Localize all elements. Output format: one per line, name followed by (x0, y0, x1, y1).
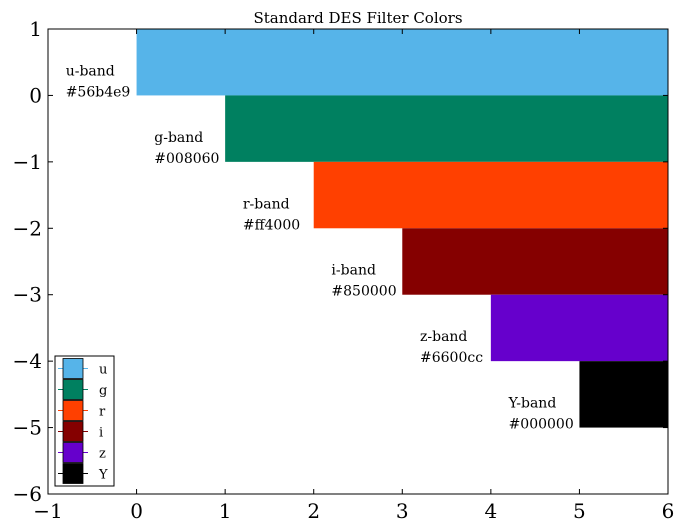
x-tick-label: 4 (484, 499, 497, 523)
band-label-g: g-band (154, 130, 203, 146)
legend-label-i: i (99, 426, 103, 441)
band-color-r: #ff4000 (243, 217, 300, 233)
band-label-i: i-band (331, 263, 376, 279)
axis-ticks (47, 28, 669, 495)
legend-swatch-Y (62, 463, 84, 484)
bar-g-band (225, 95, 668, 162)
x-tick-label: 6 (662, 499, 675, 523)
x-tick-label: 3 (396, 499, 409, 523)
y-tick-label: −3 (13, 283, 42, 307)
bar-Y-band (579, 361, 668, 428)
x-tick-label: 5 (573, 499, 586, 523)
legend-swatch-u (62, 358, 84, 379)
x-tick-label: 2 (307, 499, 320, 523)
band-label-z: z-band (420, 329, 467, 345)
legend-swatch-r (62, 400, 84, 421)
plot-frame (47, 28, 669, 495)
legend-label-u: u (99, 363, 107, 378)
x-tick-label: −1 (33, 499, 62, 523)
bar-z-band (490, 294, 668, 362)
y-tick-label: −4 (13, 349, 42, 373)
legend-label-z: z (99, 447, 106, 462)
band-label-u: u-band (66, 63, 115, 79)
legend-swatch-z (62, 442, 84, 463)
x-tick-label: 1 (219, 499, 232, 523)
x-tick-labels: −1 0 1 2 3 4 5 6 (33, 499, 674, 523)
legend-label-r: r (99, 405, 106, 420)
y-tick-label: 1 (29, 17, 42, 41)
band-color-g: #008060 (154, 151, 219, 167)
band-color-i: #850000 (331, 284, 396, 300)
band-label-r: r-band (243, 196, 290, 212)
legend-swatch-g (62, 379, 84, 400)
y-tick-label: −5 (13, 416, 42, 440)
band-color-Y: #000000 (509, 417, 574, 433)
y-tick-label: −6 (13, 482, 42, 506)
y-tick-label: −1 (13, 150, 42, 174)
y-tick-label: 0 (29, 83, 42, 107)
band-color-u: #56b4e9 (66, 84, 131, 100)
bar-r-band (313, 161, 668, 229)
bar-group (136, 29, 669, 428)
y-tick-label: −2 (13, 216, 42, 240)
band-label-Y: Y-band (508, 396, 557, 412)
chart-title: Standard DES Filter Colors (253, 9, 462, 27)
bar-i-band (402, 228, 668, 295)
x-tick-label: 0 (130, 499, 143, 523)
bar-u-band (136, 29, 669, 96)
annotation-group: u-band #56b4e9 g-band #008060 r-band #ff4000 i… (66, 63, 574, 432)
legend-label-g: g (99, 384, 107, 399)
band-color-z: #6600cc (420, 350, 483, 366)
y-tick-labels: 1 0 −1 −2 −3 −4 −5 −6 (13, 17, 42, 506)
legend-label-Y: Y (98, 468, 108, 483)
legend-swatch-i (62, 421, 84, 442)
